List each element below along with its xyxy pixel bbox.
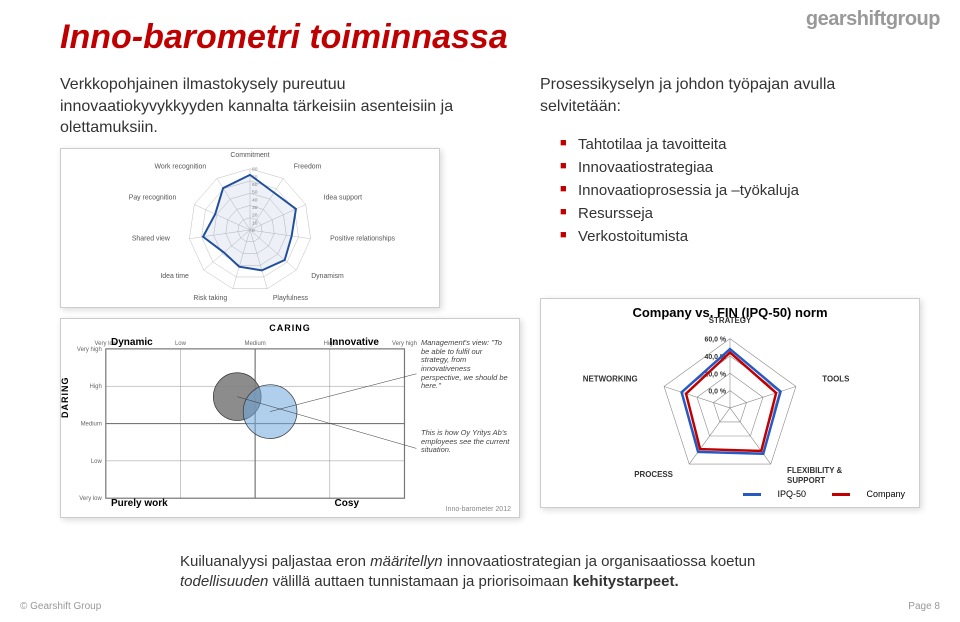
svg-text:Low: Low (175, 341, 187, 347)
bullet-item: Tahtotilaa ja tavoitteita (560, 136, 920, 153)
svg-text:Very low: Very low (79, 496, 102, 502)
quadrant-chart: Very lowVery lowLowLowMediumMediumHighHi… (60, 318, 520, 518)
svg-text:Low: Low (91, 459, 103, 465)
bullet-item: Verkostoitumista (560, 228, 920, 245)
svg-text:SUPPORT: SUPPORT (787, 476, 825, 485)
quad-label-cosy: Cosy (335, 498, 359, 509)
bottom-paragraph: Kuiluanalyysi paljastaa eron määritellyn… (180, 552, 810, 593)
svg-text:PROCESS: PROCESS (634, 470, 673, 479)
svg-text:Risk taking: Risk taking (193, 295, 227, 302)
bullet-list: Tahtotilaa ja tavoitteita Innovaatiostra… (560, 130, 920, 251)
svg-text:Idea time: Idea time (160, 273, 189, 280)
svg-text:Medium: Medium (245, 341, 266, 347)
svg-text:80: 80 (252, 167, 258, 173)
svg-text:60,0 %: 60,0 % (704, 337, 726, 344)
svg-text:Playfulness: Playfulness (273, 295, 309, 302)
svg-text:FLEXIBILITY &: FLEXIBILITY & (787, 466, 842, 475)
svg-text:Dynamism: Dynamism (311, 273, 344, 280)
radar-chart-climate: Commitment Freedom Idea support Positive re… (60, 148, 440, 308)
svg-text:Positive relationships: Positive relationships (330, 235, 395, 242)
svg-text:Commitment: Commitment (230, 152, 269, 159)
quad-axis-left: DARING (60, 377, 70, 419)
brand-logo: gearshiftgroup (806, 8, 940, 31)
svg-text:Very high: Very high (392, 341, 417, 347)
page-title: Inno-barometri toiminnassa (60, 18, 508, 57)
quad-axis-top: CARING (61, 323, 519, 333)
intro-text: Verkkopohjainen ilmastokysely pureutuu i… (60, 74, 460, 139)
legend-label: IPQ-50 (777, 489, 806, 499)
quad-emp-note: This is how Oy Yritys Ab's employees see… (421, 429, 511, 455)
footer-right: Page 8 (908, 601, 940, 612)
svg-text:High: High (90, 384, 102, 390)
quad-label-innovative: Innovative (330, 337, 379, 348)
svg-text:Work recognition: Work recognition (155, 164, 207, 171)
svg-text:Medium: Medium (81, 422, 102, 428)
radar2-legend: IPQ-50 Company (719, 488, 905, 500)
svg-text:0,0 %: 0,0 % (708, 389, 726, 396)
quad-mgmt-note: Management's view: "To be able to fulfil… (421, 339, 511, 391)
radar-chart-company: Company vs. FIN (IPQ-50) norm STRATEGYTO… (540, 298, 920, 508)
radar2-title: Company vs. FIN (IPQ-50) norm (541, 305, 919, 320)
bullet-item: Resursseja (560, 205, 920, 222)
quad-label-dynamic: Dynamic (111, 337, 153, 348)
svg-text:Idea support: Idea support (324, 195, 362, 202)
quad-label-purely: Purely work (111, 498, 168, 509)
svg-text:NETWORKING: NETWORKING (583, 375, 638, 384)
bullet-item: Innovaatiostrategiaa (560, 159, 920, 176)
svg-text:Very high: Very high (77, 347, 102, 353)
svg-text:Freedom: Freedom (294, 164, 322, 171)
quad-source: Inno-barometer 2012 (446, 506, 511, 513)
legend-label: Company (866, 489, 905, 499)
svg-text:Shared view: Shared view (132, 235, 170, 242)
svg-text:TOOLS: TOOLS (822, 375, 849, 384)
svg-text:Pay recognition: Pay recognition (129, 195, 177, 202)
right-heading: Prosessikyselyn ja johdon työpajan avull… (540, 74, 920, 117)
bullet-item: Innovaatioprosessia ja –työkaluja (560, 182, 920, 199)
footer-left: © Gearshift Group (20, 601, 101, 612)
